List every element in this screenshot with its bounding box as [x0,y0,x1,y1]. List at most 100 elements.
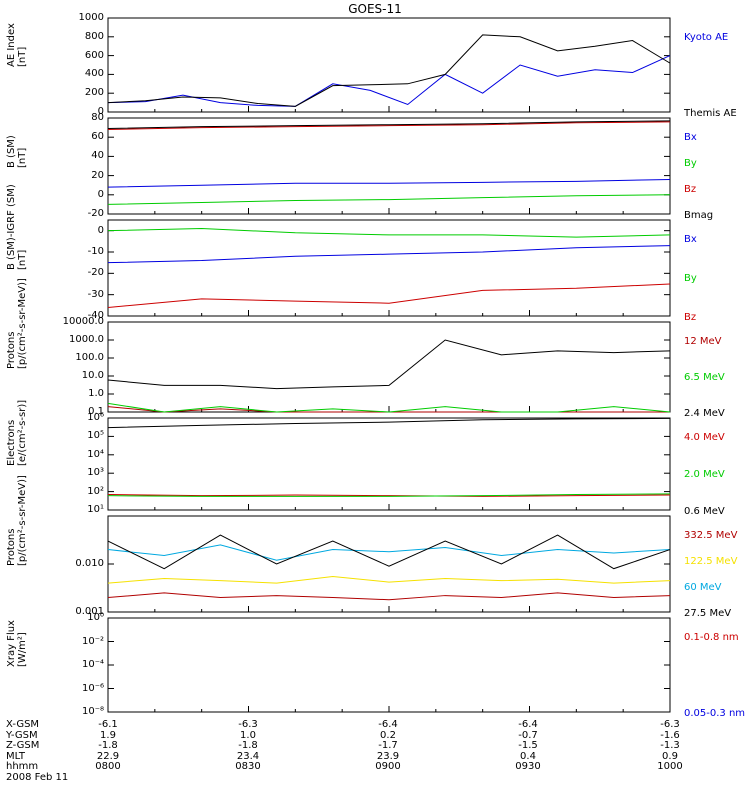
y-axis-label: Protons [p/(cm²-s-sr-MeV)] [6,278,28,369]
panel-frame [107,617,671,713]
footer-value: 22.9 [96,750,120,762]
y-tick-label: 10¹ [87,504,104,515]
y-axis-label: B (SM)-IGRF (SM) [nT] [6,184,28,270]
y-tick-label: 600 [84,49,104,61]
y-axis-label: Protons [p/(cm²-s-sr-MeV)] [6,475,28,566]
y-tick-label: 400 [84,68,104,80]
y-tick-label: 0 [97,224,104,236]
legend-label: Bx [684,234,697,245]
footer-row-label: Y-GSM [6,729,38,741]
footer-value: -1.8 [98,740,118,751]
footer-value: -1.3 [660,740,680,751]
series-line [107,283,671,308]
footer-value: -6.4 [518,719,538,730]
legend-label: 2.0 MeV [684,469,725,480]
legend-label: Bz [684,184,697,195]
series-line [107,575,671,584]
legend-label: 0.6 MeV [684,506,725,517]
series-line [107,534,671,570]
y-tick-label: 800 [84,30,104,42]
series-line [107,592,671,601]
series-line [107,194,671,205]
series-line [107,120,671,130]
footer-value: -6.3 [238,719,258,730]
y-tick-label: -20 [87,208,104,219]
y-tick-label: 40 [91,150,104,162]
footer-row-label: hhmm [6,761,39,772]
series-line [107,493,671,497]
y-tick-label: 0.001 [75,606,104,617]
series-line [107,402,671,413]
footer-value: -0.7 [518,729,538,741]
footer-value: -6.1 [98,719,118,730]
footer-value: 0.2 [380,729,396,741]
series-line [107,493,671,497]
footer-value: 0930 [515,761,541,772]
y-axis-label: B (SM) [nT] [6,135,28,168]
series-line [107,339,671,390]
y-tick-label: 10³ [87,467,104,479]
legend-label: Kyoto AE [684,32,729,43]
legend-label: 27.5 MeV [684,608,732,619]
series-line [107,34,671,107]
footer-value: -1.6 [660,729,680,741]
footer-value: 1000 [657,761,683,772]
y-tick-label: 10⁶ [87,412,104,423]
footer-value: -6.4 [378,719,398,730]
legend-label: By [684,273,697,284]
legend-label: 12 MeV [684,336,722,347]
footer-value: -1.8 [238,740,258,751]
series-line [107,55,671,107]
y-tick-label: -10 [87,246,104,257]
y-tick-label: 0 [97,188,104,200]
y-tick-label: 0 [97,106,104,117]
footer-value: 0830 [235,761,261,772]
footer-row-label: Z-GSM [6,740,40,751]
legend-label: Bx [684,132,697,143]
series-line [107,228,671,238]
y-tick-label: 10000.0 [62,316,104,327]
y-tick-label: 1.0 [88,388,104,399]
y-tick-label: -30 [87,288,104,300]
legend-label: 122.5 MeV [684,556,738,567]
panel-frame [107,219,671,317]
footer-row-label: MLT [6,750,25,762]
footer-value: 1.9 [100,729,116,741]
y-tick-label: 10⁵ [87,430,104,442]
y-tick-label: 10⁻² [81,635,104,647]
legend-label: Themis AE [684,108,737,119]
y-tick-label: 20 [91,169,104,181]
y-axis-label: Electrons [e/(cm²-s-sr)] [6,399,28,466]
y-tick-label: 10⁴ [87,448,104,460]
series-line [107,417,671,429]
y-tick-label: 10² [87,485,104,497]
y-tick-label: 10⁻⁸ [81,706,104,717]
footer-value: 1.0 [240,729,256,741]
series-line [107,245,671,264]
y-tick-label: 1000.0 [69,334,104,345]
legend-label: 4.0 MeV [684,432,725,443]
y-tick-label: 100.0 [75,352,104,363]
legend-label: 0.1-0.8 nm [684,632,739,643]
y-axis-label: Xray Flux [W/m²] [6,620,28,667]
footer-value: -1.7 [378,740,398,751]
y-tick-label: 10.0 [81,370,104,381]
chart-title: GOES-11 [348,2,402,16]
legend-label: 0.05-0.3 nm [684,708,746,719]
footer-value: 0.4 [520,750,536,762]
y-tick-label: -40 [87,310,104,321]
footer-value: -6.3 [660,719,680,730]
y-tick-label: 1000 [78,12,104,23]
legend-label: Bmag [684,210,714,221]
legend-label: 332.5 MeV [684,530,738,541]
y-tick-label: 0.1 [88,406,104,417]
series-line [107,121,671,131]
legend-label: Bz [684,312,697,323]
y-tick-label: 200 [84,87,104,99]
footer-value: 23.9 [376,750,400,762]
series-line [107,178,671,188]
y-tick-label: 10⁻⁶ [81,682,104,694]
footer-value: 23.4 [236,750,260,762]
y-tick-label: 60 [91,131,104,143]
